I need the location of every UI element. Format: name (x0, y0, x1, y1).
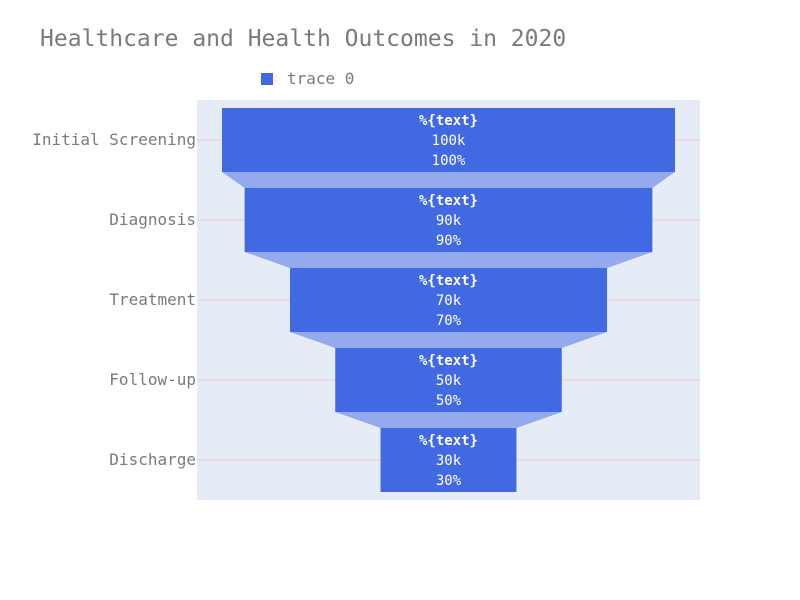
legend-swatch (261, 72, 273, 85)
funnel-connector (222, 172, 675, 188)
category-label: Discharge (109, 450, 196, 469)
funnel-connector (335, 412, 562, 428)
bar-data-label: 90% (436, 233, 462, 249)
bar-data-label: 50% (436, 393, 462, 409)
legend[interactable]: trace 0 (261, 69, 354, 88)
category-label: Follow-up (109, 370, 196, 389)
bar-data-label: 30% (436, 473, 462, 489)
category-label: Initial Screening (32, 130, 196, 149)
bar-data-label: 100k (432, 133, 466, 149)
bar-data-label: 100% (432, 153, 466, 169)
bar-data-label: %{text} (419, 193, 478, 209)
bar-data-label: %{text} (419, 113, 478, 129)
legend-label: trace 0 (287, 69, 355, 88)
bar-data-label: 50k (436, 373, 462, 389)
bar-data-label: 70k (436, 293, 462, 309)
bar-data-label: %{text} (419, 433, 478, 449)
bar-data-label: 30k (436, 453, 462, 469)
funnel-bar (222, 108, 675, 172)
category-label: Diagnosis (109, 210, 196, 229)
funnel-bar (289, 268, 608, 332)
bar-data-label: %{text} (419, 353, 478, 369)
funnel-connector (244, 252, 653, 268)
bar-data-label: %{text} (419, 273, 478, 289)
funnel-bar (380, 428, 517, 492)
funnel-connector (289, 332, 608, 348)
bar-data-label: 70% (436, 313, 462, 329)
bar-data-label: 90k (436, 213, 462, 229)
category-label: Treatment (109, 290, 196, 309)
funnel-bar (244, 188, 653, 252)
chart-title: Healthcare and Health Outcomes in 2020 (40, 26, 567, 52)
funnel-bar (335, 348, 562, 412)
